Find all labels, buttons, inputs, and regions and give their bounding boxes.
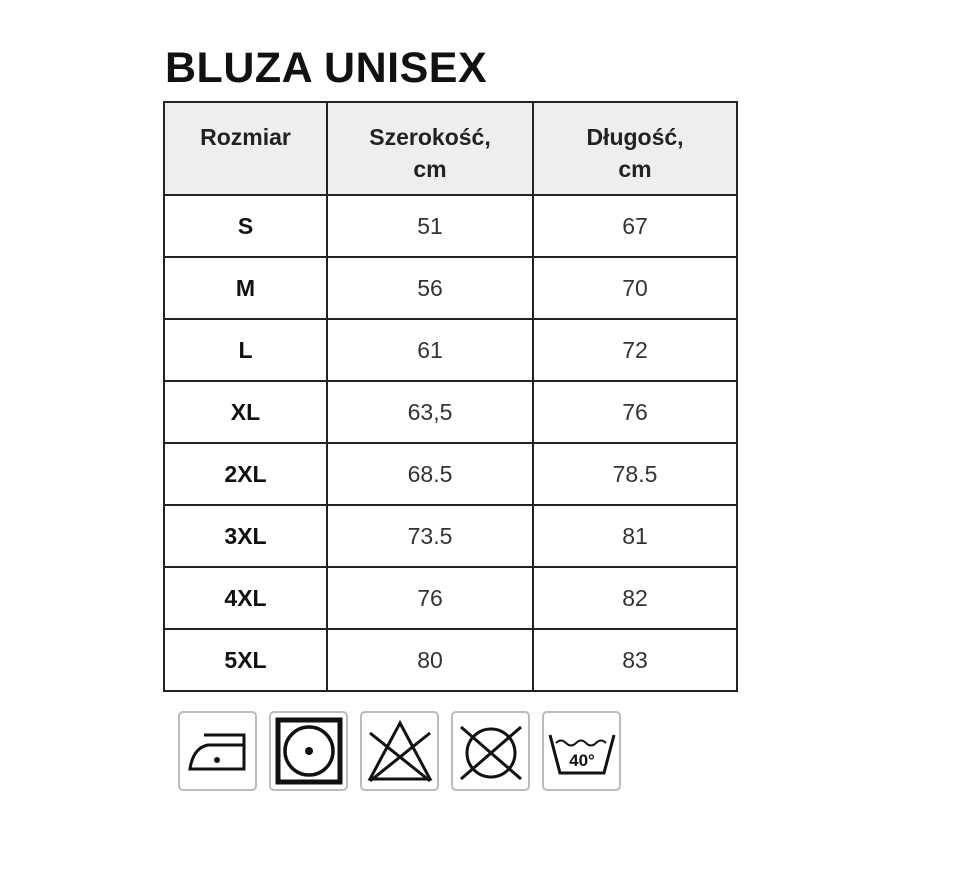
table-row: XL 63,5 76 xyxy=(163,380,738,444)
do-not-dry-clean-icon xyxy=(451,711,530,791)
length-cell: 70 xyxy=(532,256,738,320)
length-cell: 76 xyxy=(532,380,738,444)
length-cell: 67 xyxy=(532,194,738,258)
width-cell: 80 xyxy=(326,628,534,692)
iron-low-temperature-icon xyxy=(178,711,257,791)
header-length: Długość, cm xyxy=(532,101,738,196)
length-cell: 83 xyxy=(532,628,738,692)
table-row: L 61 72 xyxy=(163,318,738,382)
header-width: Szerokość, cm xyxy=(326,101,534,196)
size-table: Rozmiar Szerokość, cm Długość, cm S 51 67 M 56… xyxy=(163,101,738,692)
table-row: 3XL 73.5 81 xyxy=(163,504,738,568)
size-cell: 4XL xyxy=(163,566,328,630)
tumble-dry-icon xyxy=(269,711,348,791)
wash-temperature-label: 40° xyxy=(569,751,595,770)
size-cell: S xyxy=(163,194,328,258)
size-cell: 5XL xyxy=(163,628,328,692)
page-title: BLUZA UNISEX xyxy=(165,44,488,92)
table-header-row: Rozmiar Szerokość, cm Długość, cm xyxy=(163,101,738,196)
length-cell: 81 xyxy=(532,504,738,568)
width-cell: 76 xyxy=(326,566,534,630)
size-cell: 2XL xyxy=(163,442,328,506)
length-cell: 82 xyxy=(532,566,738,630)
table-row: 2XL 68.5 78.5 xyxy=(163,442,738,506)
table-row: 5XL 80 83 xyxy=(163,628,738,692)
table-row: S 51 67 xyxy=(163,194,738,258)
width-cell: 63,5 xyxy=(326,380,534,444)
width-cell: 61 xyxy=(326,318,534,382)
size-cell: M xyxy=(163,256,328,320)
wash-40-icon: 40° xyxy=(542,711,621,791)
size-cell: XL xyxy=(163,380,328,444)
header-size: Rozmiar xyxy=(163,101,328,196)
width-cell: 56 xyxy=(326,256,534,320)
care-icons: 40° xyxy=(178,711,621,791)
size-cell: 3XL xyxy=(163,504,328,568)
table-row: 4XL 76 82 xyxy=(163,566,738,630)
width-cell: 68.5 xyxy=(326,442,534,506)
width-cell: 51 xyxy=(326,194,534,258)
do-not-bleach-icon xyxy=(360,711,439,791)
width-cell: 73.5 xyxy=(326,504,534,568)
table-row: M 56 70 xyxy=(163,256,738,320)
length-cell: 72 xyxy=(532,318,738,382)
size-cell: L xyxy=(163,318,328,382)
length-cell: 78.5 xyxy=(532,442,738,506)
